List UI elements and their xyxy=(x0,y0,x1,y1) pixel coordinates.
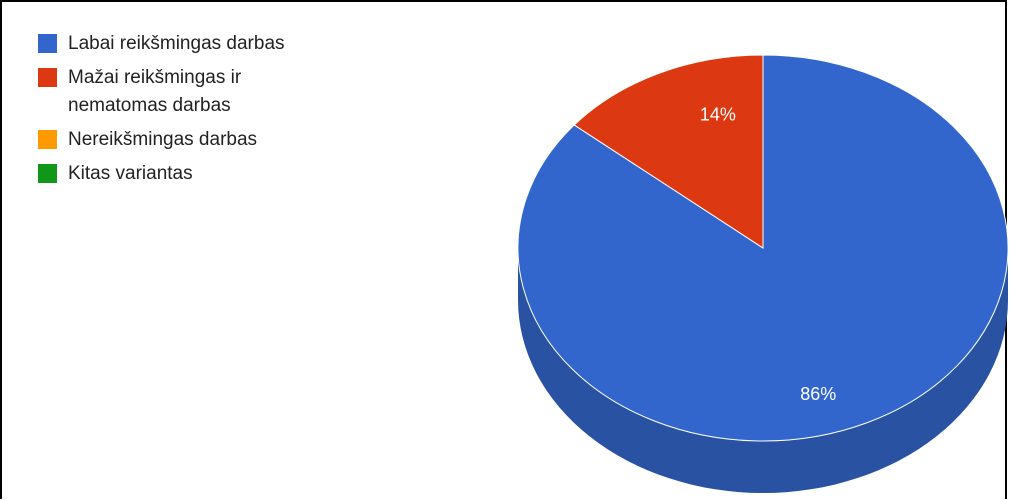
pie-label-1: 14% xyxy=(700,105,736,125)
pie-side-0 xyxy=(518,248,1008,493)
legend-item-mazai-reiksmingas: Mažai reikšmingas ir nematomas darbas xyxy=(38,64,398,120)
legend-label: Labai reikšmingas darbas xyxy=(68,33,285,54)
legend-item-kitas-variantas: Kitas variantas xyxy=(38,160,398,188)
pie-slice-1 xyxy=(573,54,764,249)
legend-swatch xyxy=(38,130,57,149)
legend-swatch xyxy=(38,68,57,87)
legend-label: Nereikšmingas darbas xyxy=(68,129,258,150)
legend-swatch xyxy=(38,164,57,183)
legend-label-continued: nematomas darbas xyxy=(68,95,231,116)
legend: Labai reikšmingas darbas Mažai reikšming… xyxy=(38,30,398,194)
legend-swatch xyxy=(38,34,57,53)
pie-label-0: 86% xyxy=(800,384,836,404)
legend-label: Mažai reikšmingas ir xyxy=(68,67,242,88)
legend-item-nereiksmingas: Nereikšmingas darbas xyxy=(38,126,398,154)
legend-item-labai-reiksmingas: Labai reikšmingas darbas xyxy=(38,30,398,58)
legend-label: Kitas variantas xyxy=(68,163,193,184)
